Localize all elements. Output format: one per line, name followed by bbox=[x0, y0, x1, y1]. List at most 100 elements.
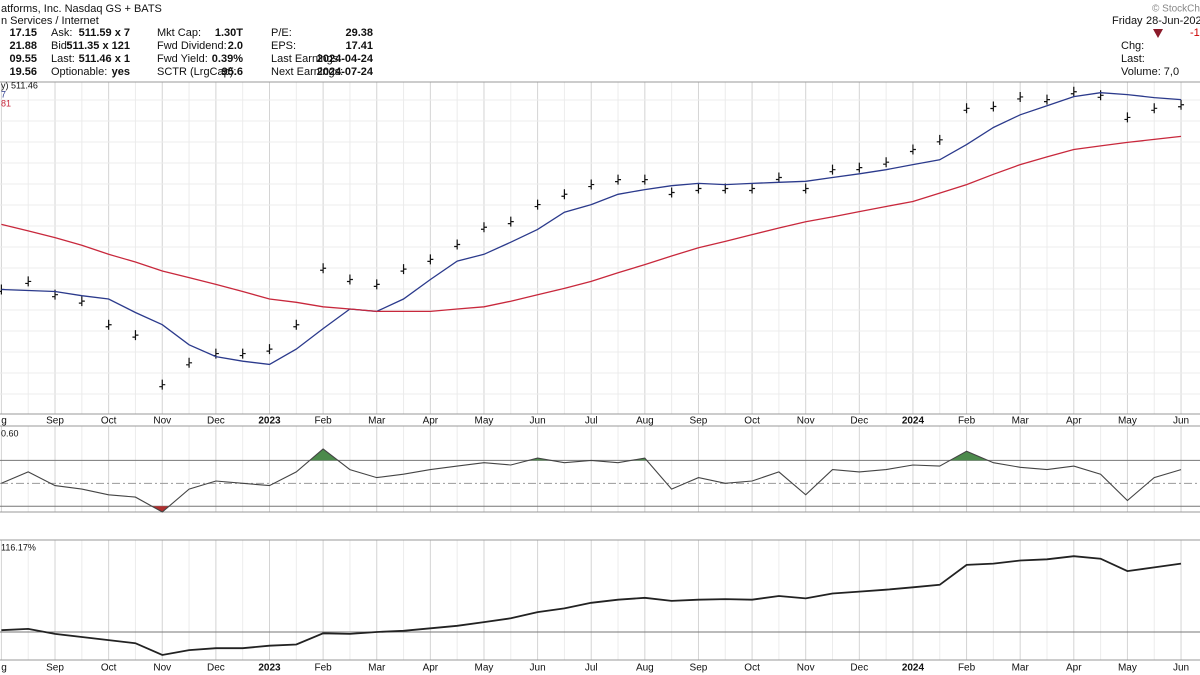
x-tick-label: Apr bbox=[1066, 416, 1082, 427]
x-tick-label: Nov bbox=[153, 416, 171, 427]
x-tick-label: Oct bbox=[101, 416, 117, 427]
stat-cell: Fwd Yield: bbox=[157, 53, 208, 65]
change: -1 bbox=[1190, 27, 1200, 39]
stat-cell: EPS: bbox=[271, 40, 296, 52]
price-bar bbox=[668, 187, 675, 198]
x-tick-label: May bbox=[475, 663, 494, 674]
stat-cell: 511.35 x 121 bbox=[66, 40, 130, 52]
perf-panel-frame bbox=[0, 539, 1200, 661]
stat-cell: 511.59 x 7 bbox=[79, 27, 130, 39]
price-bar bbox=[293, 319, 300, 330]
price-bar bbox=[25, 276, 32, 287]
price-bar bbox=[239, 348, 246, 359]
price-bar bbox=[802, 183, 809, 194]
x-tick-label: Sep bbox=[46, 416, 64, 427]
x-tick-label: g bbox=[1, 416, 7, 427]
x-tick-label: Jun bbox=[1173, 663, 1189, 674]
sector: n Services / Internet bbox=[1, 15, 99, 27]
price-bar bbox=[346, 274, 353, 285]
price-bar bbox=[936, 134, 943, 145]
right-label: Volume: 7,0 bbox=[1121, 66, 1179, 78]
price-bar bbox=[454, 239, 461, 250]
x-tick-label: Apr bbox=[423, 663, 439, 674]
x-tick-label: 2023 bbox=[258, 663, 281, 674]
x-tick-label: Dec bbox=[850, 663, 868, 674]
stat-cell: Next Earnings: bbox=[271, 66, 343, 78]
stat-cell: 1.30T bbox=[215, 27, 243, 39]
stat-cell: 17.15 bbox=[9, 27, 37, 39]
stat-cell: Ask: bbox=[51, 27, 72, 39]
x-tick-label: May bbox=[1118, 663, 1137, 674]
stat-cell: 21.88 bbox=[9, 40, 37, 52]
stat-cell: 29.38 bbox=[345, 27, 373, 39]
x-tick-label: g bbox=[1, 663, 7, 674]
grid bbox=[0, 82, 1200, 660]
stat-cell: Bid: bbox=[51, 40, 70, 52]
price-bar bbox=[427, 254, 434, 265]
price-bar bbox=[588, 179, 595, 190]
price-bar bbox=[159, 379, 166, 390]
x-tick-label: Nov bbox=[797, 663, 815, 674]
x-tick-label: Mar bbox=[368, 416, 386, 427]
price-panel-frame bbox=[0, 81, 1200, 415]
stat-cell: 19.56 bbox=[9, 66, 37, 78]
price-bar bbox=[534, 199, 541, 210]
panel-label: 116.17% bbox=[1, 542, 36, 552]
legend-entry: 81 bbox=[1, 98, 11, 108]
legend-entry: 7 bbox=[1, 89, 6, 99]
price-bar bbox=[963, 103, 970, 114]
price-bar bbox=[561, 189, 568, 200]
x-tick-label: Sep bbox=[46, 663, 64, 674]
x-tick-label: Feb bbox=[315, 663, 333, 674]
x-tick-label: Aug bbox=[636, 416, 654, 427]
x-tick-label: Mar bbox=[1012, 663, 1030, 674]
x-tick-label: Jun bbox=[530, 663, 546, 674]
moving-average bbox=[1, 92, 1182, 366]
stat-cell: 17.41 bbox=[345, 40, 373, 52]
stat-cell: Fwd Dividend: bbox=[157, 40, 227, 52]
company: atforms, Inc. Nasdaq GS + BATS bbox=[1, 3, 162, 15]
x-tick-label: May bbox=[1118, 416, 1137, 427]
x-tick-label: Jul bbox=[585, 416, 598, 427]
stat-cell: 0.39% bbox=[212, 53, 243, 65]
price-bar bbox=[1043, 94, 1050, 105]
price-bar bbox=[695, 183, 702, 194]
stat-cell: 511.46 x 1 bbox=[79, 53, 130, 65]
price-bar bbox=[829, 164, 836, 175]
x-tick-label: Sep bbox=[690, 663, 708, 674]
stat-cell: Optionable: bbox=[51, 66, 107, 78]
price-bar bbox=[749, 183, 756, 194]
x-tick-label: Jul bbox=[585, 663, 598, 674]
price-bar bbox=[990, 101, 997, 112]
x-tick-label: Oct bbox=[744, 416, 760, 427]
right-label: Chg: bbox=[1121, 40, 1144, 52]
price-bar bbox=[1178, 99, 1185, 110]
price-bar bbox=[266, 344, 273, 355]
day: Friday bbox=[1112, 15, 1143, 27]
legend-entry: y) 511.46 bbox=[1, 80, 38, 90]
price-bar bbox=[1097, 90, 1104, 101]
stat-cell: 95.6 bbox=[222, 66, 243, 78]
stat-cell: 2024-07-24 bbox=[317, 66, 374, 78]
x-tick-label: Dec bbox=[207, 663, 225, 674]
price-bar bbox=[186, 357, 193, 368]
x-tick-label: Feb bbox=[958, 663, 976, 674]
x-tick-label: Jun bbox=[1173, 416, 1189, 427]
price-bar bbox=[883, 157, 890, 168]
x-tick-label: Mar bbox=[368, 663, 386, 674]
stat-cell: 2.0 bbox=[228, 40, 243, 52]
x-tick-label: 2024 bbox=[902, 663, 925, 674]
x-tick-label: Apr bbox=[1066, 663, 1082, 674]
x-tick-label: Jun bbox=[530, 416, 546, 427]
indicator-line bbox=[1, 448, 1182, 513]
price-bar bbox=[1017, 91, 1024, 102]
x-tick-label: May bbox=[475, 416, 494, 427]
oversold-fill bbox=[151, 506, 170, 512]
x-tick-label: Aug bbox=[636, 663, 654, 674]
price-bar bbox=[400, 264, 407, 275]
price-bar bbox=[909, 144, 916, 155]
stat-cell: P/E: bbox=[271, 27, 292, 39]
panels: 17.15 Ask: 511.59 x 7 Mkt Cap: 1.30T P/E: 29.3… bbox=[0, 27, 1200, 674]
price-bar bbox=[507, 216, 514, 227]
